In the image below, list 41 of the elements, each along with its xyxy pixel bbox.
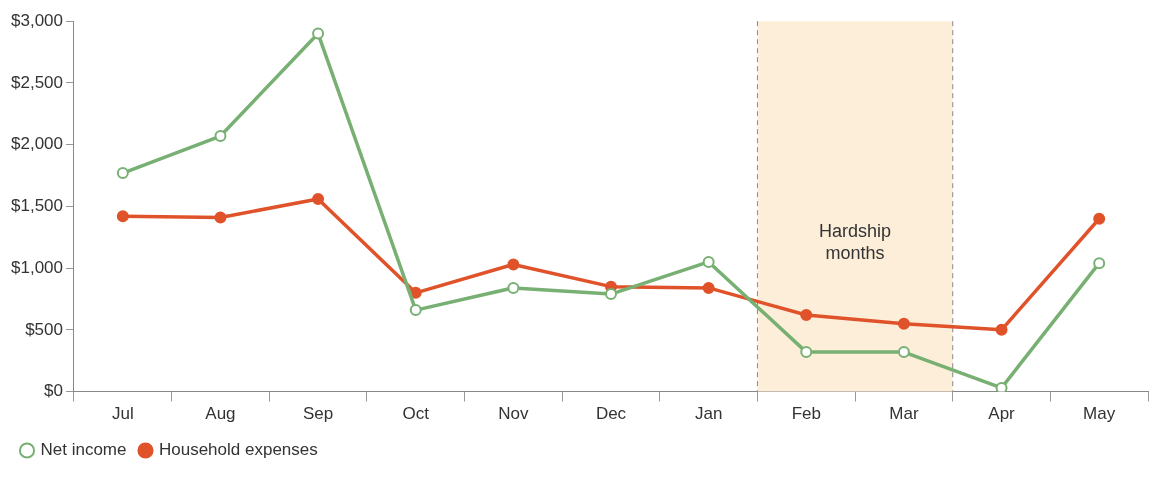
- point: [897, 346, 910, 359]
- point: [1093, 212, 1106, 225]
- x-tick-label: Sep: [302, 404, 334, 424]
- point: [702, 255, 715, 268]
- x-tick-label: Jul: [111, 404, 134, 424]
- point: [995, 381, 1008, 392]
- x-tick-label: Feb: [791, 404, 821, 424]
- point: [214, 211, 227, 224]
- point: [800, 309, 813, 322]
- x-tick-label: Oct: [402, 404, 430, 424]
- point: [214, 130, 227, 143]
- x-tick-label: Aug: [205, 404, 236, 424]
- point: [116, 167, 129, 180]
- legend-label: Household expenses: [158, 440, 318, 460]
- point: [312, 192, 325, 205]
- y-tick-label: $500: [25, 319, 63, 339]
- point: [702, 281, 715, 294]
- x-tick-label: Mar: [889, 404, 919, 424]
- y-tick-label: $2,500: [11, 72, 63, 92]
- point: [507, 258, 520, 271]
- x-tick-label: Nov: [498, 404, 529, 424]
- point: [507, 281, 520, 294]
- y-tick-label: $1,000: [11, 257, 63, 277]
- y-tick-label: $0: [44, 381, 63, 401]
- point: [995, 323, 1008, 336]
- x-tick-label: Dec: [595, 404, 627, 424]
- y-tick-label: $2,000: [11, 134, 63, 154]
- legend-label: Net income: [40, 440, 127, 460]
- point: [312, 27, 325, 40]
- point: [800, 346, 813, 359]
- point: [897, 317, 910, 330]
- x-tick-label: Jan: [694, 404, 723, 424]
- point: [605, 288, 617, 301]
- y-tick-label: $1,500: [11, 196, 63, 216]
- x-tick-label: May: [1083, 404, 1116, 424]
- band-label: Hardship months: [819, 221, 892, 264]
- x-tick-label: Apr: [988, 404, 1016, 424]
- point: [116, 210, 129, 223]
- y-tick-label: $3,000: [11, 10, 63, 30]
- point: [409, 304, 422, 317]
- point: [1093, 257, 1106, 270]
